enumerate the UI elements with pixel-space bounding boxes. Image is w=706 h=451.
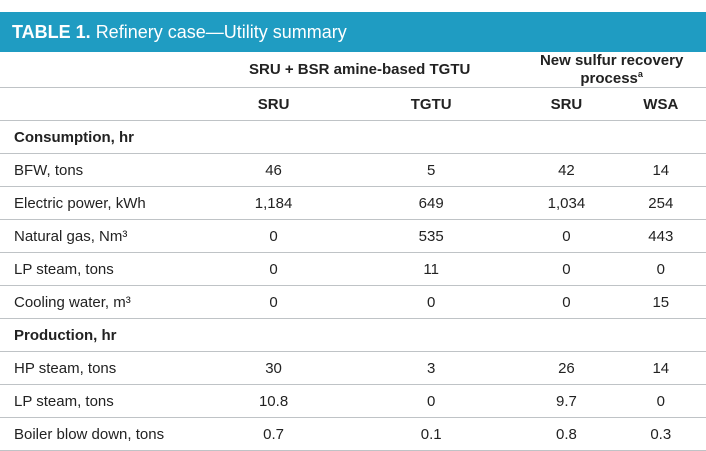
table-row: LP steam, tons 0 11 0 0 [0,252,706,286]
cell: 9.7 [517,384,616,418]
cell: 1,184 [202,186,346,220]
cell: 5 [345,153,518,187]
cell: 0.3 [615,417,706,451]
cell: 26 [517,351,616,385]
cell: 443 [615,219,706,253]
cell: 11 [345,252,518,286]
section-label: Consumption, hr [0,120,706,154]
cell: 14 [615,351,706,385]
group-label: New sulfur recovery process [539,52,684,87]
table-row: HP steam, tons 30 3 26 14 [0,351,706,385]
cell: 0 [615,252,706,286]
cell: 0 [345,285,518,319]
section-label: Production, hr [0,318,706,352]
table-row: Electric power, kWh 1,184 649 1,034 254 [0,186,706,220]
group-label: SRU + BSR amine-based TGTU [249,61,471,78]
column-header: SRU [517,87,616,121]
cell: 0 [615,384,706,418]
table-row: Natural gas, Nm³ 0 535 0 443 [0,219,706,253]
empty-header-cell [0,87,203,121]
row-label: BFW, tons [0,153,203,187]
row-label: HP steam, tons [0,351,203,385]
cell: 15 [615,285,706,319]
table-row: BFW, tons 46 5 42 14 [0,153,706,187]
row-label: LP steam, tons [0,384,203,418]
cell: 0 [202,252,346,286]
cell: 30 [202,351,346,385]
cell: 0 [202,219,346,253]
row-label: Electric power, kWh [0,186,203,220]
column-header-row: SRU TGTU SRU WSA [0,87,706,121]
table-row: Cooling water, m³ 0 0 0 15 [0,285,706,319]
table-caption: Refinery case—Utility summary [95,21,347,42]
row-label: Natural gas, Nm³ [0,219,203,253]
table-row: Boiler blow down, tons 0.7 0.1 0.8 0.3 [0,417,706,451]
cell: 0 [517,252,616,286]
column-header: WSA [615,87,706,121]
table-title: TABLE 1. Refinery case—Utility summary [0,22,347,43]
group-header-sru-bsr: SRU + BSR amine-based TGTU [202,52,518,88]
cell: 649 [345,186,518,220]
section-header-row: Production, hr [0,318,706,352]
cell: 0 [345,384,518,418]
cell: 10.8 [202,384,346,418]
utility-summary-table: SRU + BSR amine-based TGTU New sulfur re… [0,52,706,451]
row-label: Boiler blow down, tons [0,417,203,451]
cell: 46 [202,153,346,187]
column-header: SRU [202,87,346,121]
column-header: TGTU [345,87,518,121]
cell: 535 [345,219,518,253]
cell: 0 [517,219,616,253]
cell: 0.1 [345,417,518,451]
cell: 42 [517,153,616,187]
row-label: Cooling water, m³ [0,285,203,319]
cell: 0.8 [517,417,616,451]
table-number: TABLE 1. [12,21,91,42]
row-label: LP steam, tons [0,252,203,286]
section-header-row: Consumption, hr [0,120,706,154]
group-header-row: SRU + BSR amine-based TGTU New sulfur re… [0,52,706,88]
cell: 3 [345,351,518,385]
cell: 14 [615,153,706,187]
cell: 0 [202,285,346,319]
cell: 1,034 [517,186,616,220]
cell: 0.7 [202,417,346,451]
empty-corner-cell [0,52,203,88]
cell: 0 [517,285,616,319]
footnote-marker: a [637,69,643,79]
cell: 254 [615,186,706,220]
table-row: LP steam, tons 10.8 0 9.7 0 [0,384,706,418]
table-title-bar: TABLE 1. Refinery case—Utility summary [0,12,706,52]
group-header-new-process: New sulfur recovery processa [517,52,706,88]
